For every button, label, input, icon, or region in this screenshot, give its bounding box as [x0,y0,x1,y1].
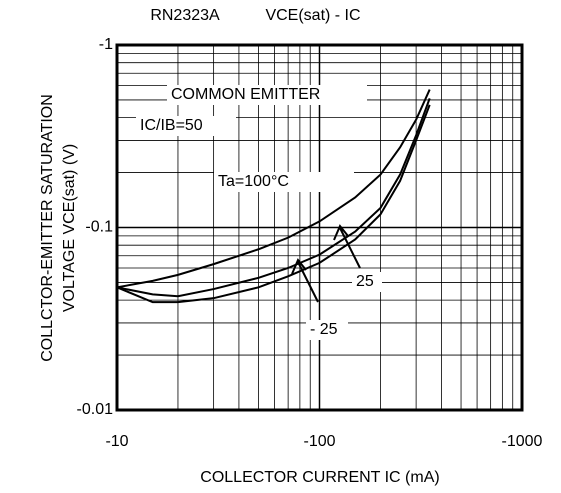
arrow [291,258,319,303]
annotation: COMMON EMITTER [171,86,320,103]
annotation-bg [136,116,236,136]
plot-frame [115,43,524,412]
x-axis-label: COLLECTOR CURRENT IC (mA) [200,469,439,486]
label-bg [352,272,382,292]
x-tick-label: -1000 [502,433,543,450]
series-line [116,104,431,304]
series-label: 25 [356,273,374,290]
annotation-bg [167,85,367,105]
y-tick-label: -1 [99,36,113,53]
series-line [116,98,431,298]
series-line [116,89,431,289]
chart-title: RN2323A [150,7,220,24]
label-bg [306,320,348,340]
x-tick-label: -100 [303,433,335,450]
series-label: Ta=100°C [218,173,289,190]
series-label: - 25 [310,321,338,338]
annotation: IC/IB=50 [140,117,203,134]
label-bg [214,172,354,192]
y-tick-label: -0.1 [85,219,113,236]
y-axis-label: VOLTAGE VCE(sat) (V) [61,144,78,312]
arrow [333,224,361,269]
x-tick-label: -10 [105,433,128,450]
y-tick-label: -0.01 [77,401,114,418]
chart-subtitle: VCE(sat) - IC [265,7,360,24]
y-axis-label: COLLCTOR-EMITTER SATURATION [39,94,56,362]
